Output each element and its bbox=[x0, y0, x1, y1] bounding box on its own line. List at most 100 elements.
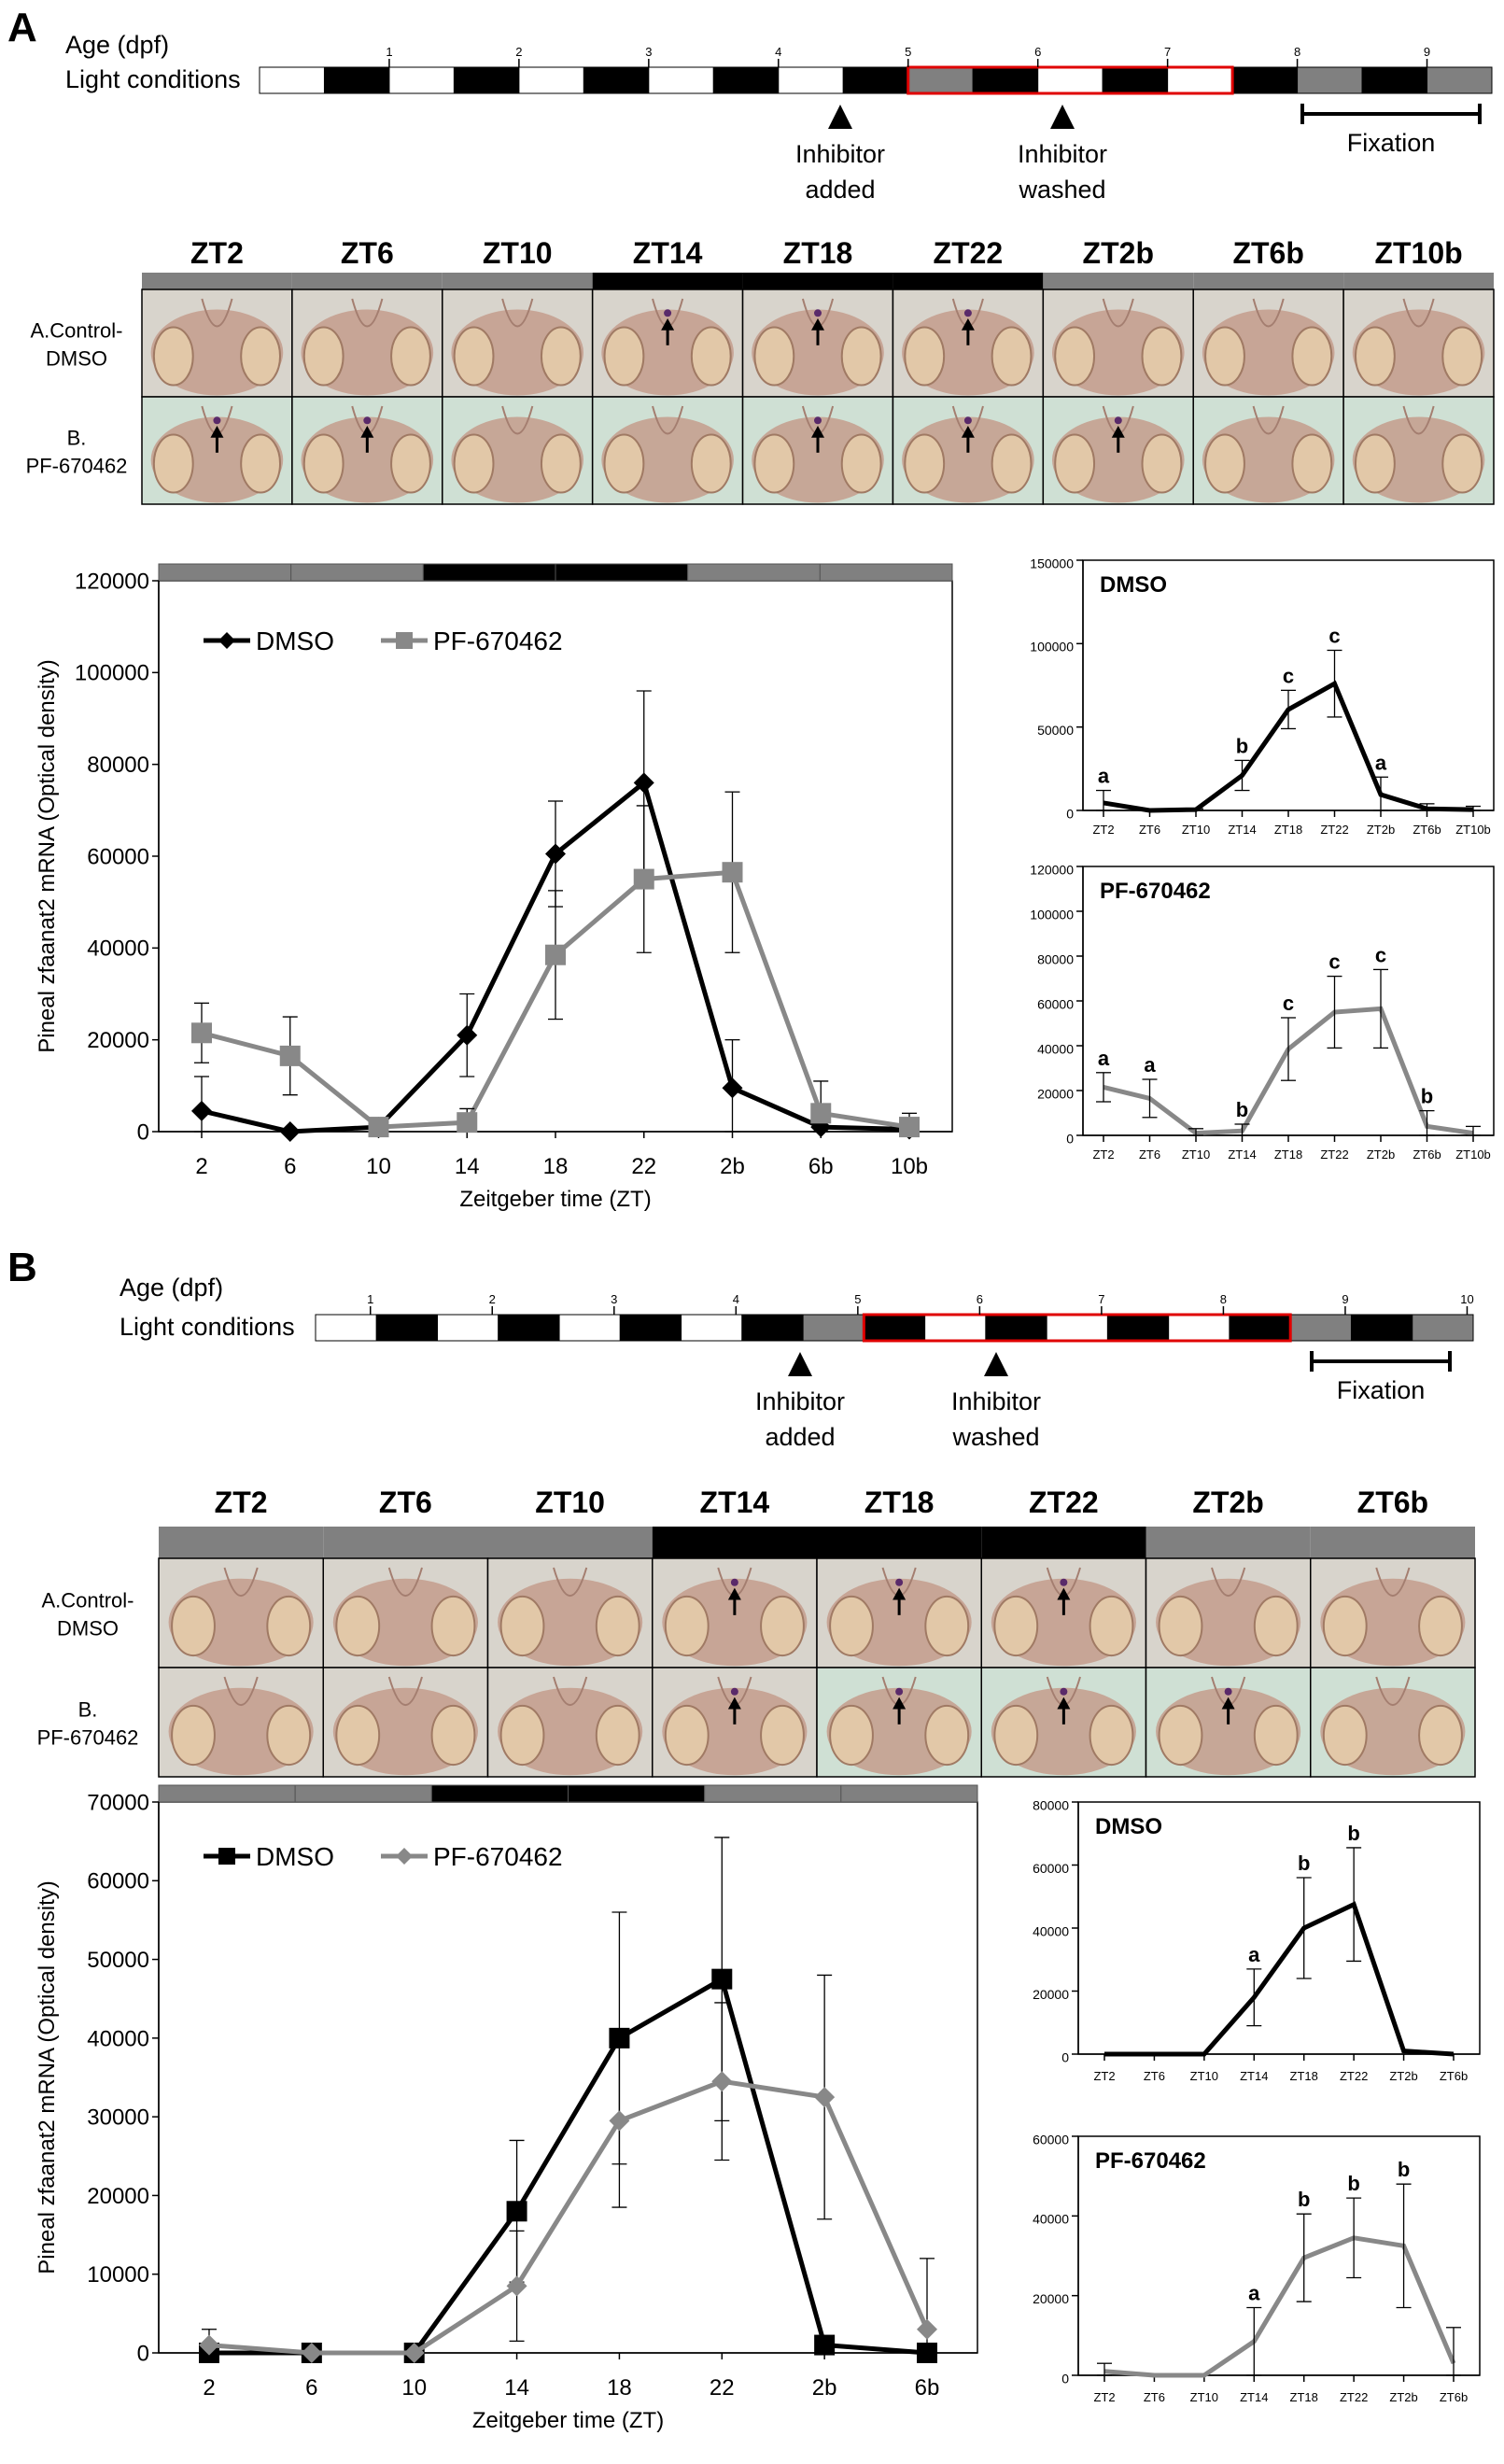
x-tick-label: ZT6 bbox=[1144, 2069, 1165, 2083]
significance-letter: b bbox=[1347, 2172, 1359, 2195]
light-dark-bar bbox=[159, 1527, 324, 1558]
light-dark-bar bbox=[430, 1784, 569, 1803]
column-header: ZT18 bbox=[783, 236, 853, 270]
x-tick-label: 10 bbox=[401, 2375, 427, 2401]
y-tick-label: 50000 bbox=[1037, 723, 1074, 738]
y-tick-label: 0 bbox=[137, 1119, 149, 1145]
embryo-eye bbox=[1141, 326, 1183, 387]
embryo-outline bbox=[501, 298, 534, 328]
y-tick-label: 60000 bbox=[1037, 996, 1074, 1011]
column-header: ZT18 bbox=[864, 1485, 935, 1519]
x-tick-label: 18 bbox=[607, 2375, 632, 2401]
y-tick-label: 0 bbox=[1066, 806, 1074, 821]
embryo-eye bbox=[430, 1595, 476, 1657]
embryo-eye bbox=[993, 1704, 1039, 1767]
chart-frame bbox=[1077, 1801, 1481, 2055]
x-axis-label: Zeitgeber time (ZT) bbox=[472, 2408, 664, 2433]
significance-letter: c bbox=[1328, 950, 1340, 974]
pineal-stain bbox=[1114, 416, 1122, 425]
significance-letter: a bbox=[1248, 2281, 1260, 2304]
pineal-stain bbox=[1060, 1578, 1068, 1586]
embryo-eye bbox=[829, 1704, 874, 1767]
light-segment bbox=[1037, 66, 1103, 94]
pineal-stain bbox=[814, 416, 822, 425]
pineal-stain bbox=[363, 416, 372, 425]
y-tick-label: 10000 bbox=[87, 2262, 149, 2288]
embryo-eye bbox=[1089, 1704, 1134, 1767]
pineal-stain bbox=[730, 1687, 738, 1696]
column-header: ZT6b bbox=[1357, 1485, 1428, 1519]
pineal-stain bbox=[1060, 1687, 1068, 1696]
x-tick-label: 14 bbox=[504, 2375, 529, 2401]
y-tick-label: 20000 bbox=[87, 1028, 149, 1053]
embryo-eye bbox=[152, 326, 194, 387]
x-tick-label: 2 bbox=[203, 2375, 215, 2401]
embryo-eye bbox=[171, 1595, 216, 1657]
embryo-eye bbox=[240, 433, 282, 494]
column-header: ZT6b bbox=[1232, 236, 1303, 270]
x-tick-label: 6 bbox=[284, 1154, 296, 1179]
x-tick-label: ZT6 bbox=[1139, 1148, 1160, 1162]
significance-letter: b bbox=[1236, 734, 1248, 757]
series-line bbox=[209, 1975, 928, 2356]
age-tick-label: 8 bbox=[1220, 1292, 1227, 1306]
light-dark-bar bbox=[294, 1784, 432, 1803]
legend-label: PF-670462 bbox=[433, 627, 563, 655]
age-tick-label: 7 bbox=[1164, 45, 1171, 59]
light-segment bbox=[1046, 1314, 1108, 1342]
data-point-square bbox=[899, 1117, 920, 1138]
significance-letter: c bbox=[1328, 624, 1340, 647]
light-dark-bar bbox=[1343, 273, 1494, 289]
x-tick-label: ZT2 bbox=[1092, 823, 1114, 837]
light-dark-bar bbox=[893, 273, 1044, 289]
data-point-square bbox=[368, 1117, 389, 1138]
y-tick-label: 30000 bbox=[87, 2105, 149, 2131]
light-segment bbox=[1102, 66, 1169, 94]
data-point-square bbox=[810, 1103, 832, 1124]
embryo-eye bbox=[266, 1595, 312, 1657]
pineal-arrow-icon bbox=[360, 426, 374, 438]
light-segment bbox=[681, 1314, 743, 1342]
x-tick-label: 18 bbox=[543, 1154, 569, 1179]
light-dark-bar bbox=[742, 273, 893, 289]
data-point-diamond bbox=[457, 1024, 478, 1046]
embryo-eye bbox=[1253, 1595, 1299, 1657]
series-line bbox=[1103, 2235, 1456, 2378]
age-tick-label: 5 bbox=[854, 1292, 861, 1306]
y-tick-label: 120000 bbox=[1030, 862, 1074, 877]
data-point-diamond bbox=[301, 2343, 322, 2363]
x-tick-label: ZT2 bbox=[1092, 1148, 1114, 1162]
age-tick-label: 4 bbox=[775, 45, 781, 59]
embryo-outline bbox=[1102, 298, 1134, 328]
light-dark-bar bbox=[555, 563, 689, 582]
embryo-eye bbox=[690, 326, 732, 387]
legend-marker-diamond bbox=[396, 1848, 413, 1865]
age-tick-label: 1 bbox=[386, 45, 392, 59]
y-tick-label: 40000 bbox=[1033, 2212, 1069, 2227]
data-point-diamond bbox=[545, 843, 566, 865]
row-label: A.Control-DMSO bbox=[41, 1589, 134, 1640]
y-tick-label: 0 bbox=[137, 2341, 149, 2366]
x-tick-label: 2b bbox=[720, 1154, 745, 1179]
embryo-outline bbox=[351, 298, 384, 328]
column-header: ZT14 bbox=[700, 1485, 770, 1519]
light-segment bbox=[375, 1314, 439, 1342]
embryo-eye bbox=[499, 1595, 545, 1657]
data-point-diamond bbox=[403, 2343, 425, 2363]
x-tick-label: ZT22 bbox=[1340, 2390, 1368, 2404]
light-segment bbox=[1289, 1314, 1352, 1342]
inhibitor-added-arrow bbox=[828, 105, 852, 129]
light-segment bbox=[802, 1314, 864, 1342]
light-segment bbox=[778, 66, 844, 94]
light-dark-bar bbox=[568, 1784, 706, 1803]
light-dark-bar bbox=[1193, 273, 1344, 289]
x-tick-label: ZT10 bbox=[1182, 1148, 1210, 1162]
significance-letter: b bbox=[1298, 1852, 1310, 1875]
embryo-eye bbox=[1354, 433, 1396, 494]
x-tick-label: ZT2b bbox=[1389, 2069, 1417, 2083]
data-point-square bbox=[814, 2334, 836, 2356]
embryo-eye bbox=[1054, 326, 1096, 387]
light-segment bbox=[985, 1314, 1047, 1342]
pineal-arrow-icon bbox=[661, 318, 675, 331]
embryo-eye bbox=[1441, 433, 1483, 494]
